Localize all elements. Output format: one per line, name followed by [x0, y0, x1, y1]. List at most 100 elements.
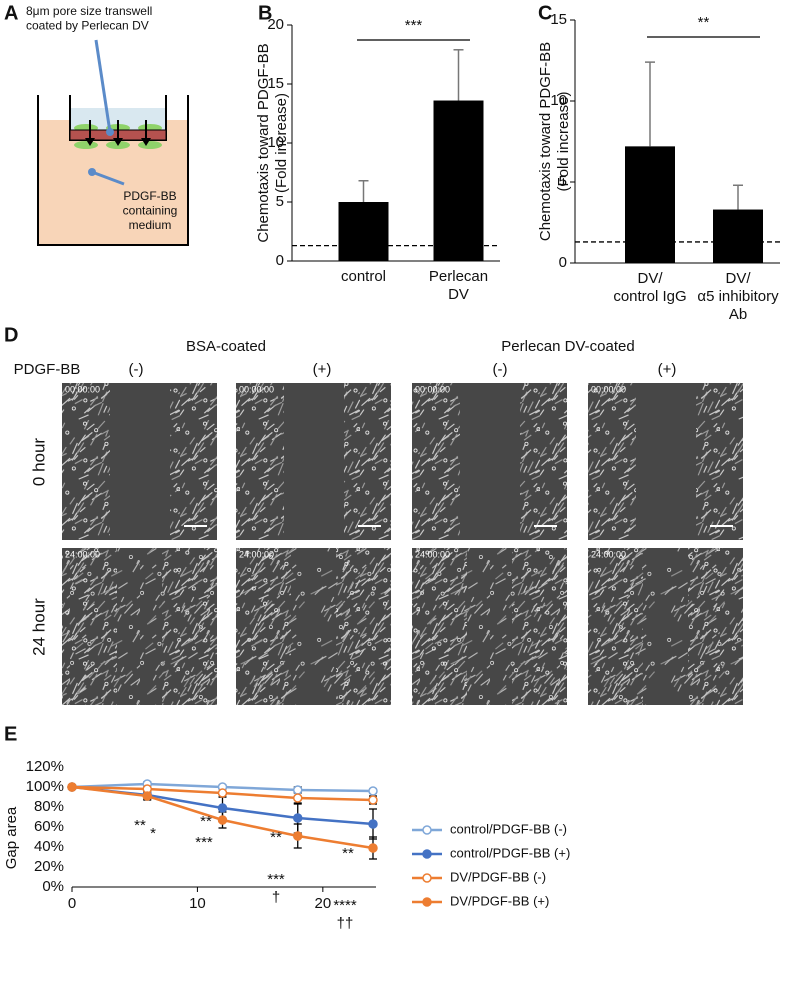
x-tick-label: 20: [314, 895, 331, 912]
cell-layer: [336, 548, 391, 705]
y-tick-label: 60%: [34, 818, 64, 835]
point: [368, 819, 378, 829]
pointer: [91, 170, 125, 186]
treatment-label: PDGF-BB: [14, 361, 81, 378]
y-tick-label: 5: [276, 193, 284, 210]
x-tick-label: DV/α5 inhibitory Ab: [697, 270, 779, 323]
y-tick-label: 100%: [26, 778, 64, 795]
cell-layer: [520, 383, 567, 540]
arrow-heads: [85, 138, 151, 146]
legend-marker: [422, 897, 432, 907]
pointer: [94, 39, 112, 133]
timestamp: 00:00:00: [415, 384, 450, 394]
cell: [138, 141, 162, 149]
y-axis-label: Gap area: [3, 806, 20, 869]
significance: †: [272, 889, 280, 906]
cell-layer: [412, 383, 460, 540]
point: [293, 793, 303, 803]
cell-layer: [588, 383, 636, 540]
y-tick-label: 120%: [26, 758, 64, 775]
timestamp: 00:00:00: [591, 384, 626, 394]
significance: ***: [267, 871, 285, 888]
panel-label: C: [538, 2, 552, 24]
cell-layer: [236, 548, 291, 705]
group-header: Perlecan DV-coated: [501, 338, 634, 355]
significance: **: [200, 813, 212, 830]
legend-label: DV/PDGF-BB (-): [450, 869, 546, 884]
panel-label: D: [4, 324, 18, 346]
x-tick-label: control: [341, 268, 386, 285]
insert-medium: [71, 108, 165, 130]
point: [368, 843, 378, 853]
bar: [338, 202, 389, 261]
transwell-diagram: 8μm pore size transwell coated by Perleca…: [26, 4, 189, 246]
timestamp: 00:00:00: [65, 384, 100, 394]
treatment: (-): [129, 361, 144, 378]
cell-layer: [688, 548, 743, 705]
y-tick-label: 20: [267, 16, 284, 33]
y-tick-label: 0: [559, 254, 567, 271]
timestamp: 24:00:00: [591, 549, 626, 559]
group-header: BSA-coated: [186, 338, 266, 355]
cell-layer: [344, 383, 391, 540]
treatment: (-): [493, 361, 508, 378]
panel-label: A: [4, 2, 18, 24]
legend-marker: [422, 873, 432, 883]
significance: *: [150, 825, 156, 842]
point: [368, 786, 378, 796]
point: [293, 813, 303, 823]
cell: [74, 141, 98, 149]
point: [293, 785, 303, 795]
panel-label: E: [4, 723, 17, 745]
point: [217, 815, 228, 825]
y-tick-label: 5: [559, 173, 567, 190]
y-tick-label: 20%: [34, 858, 64, 875]
diagram-label: PDGF-BB containing medium: [123, 189, 178, 232]
cell-layer: [170, 383, 217, 540]
y-tick-label: 10: [550, 92, 567, 109]
bar: [625, 146, 675, 263]
legend-marker: [422, 825, 432, 835]
y-tick-label: 40%: [34, 838, 64, 855]
significance: **: [698, 14, 710, 31]
x-tick-label: 0: [68, 895, 76, 912]
point: [293, 831, 303, 841]
legend-marker: [422, 849, 432, 859]
pointer-dot: [88, 168, 96, 176]
treatment: (+): [658, 361, 677, 378]
legend-label: DV/PDGF-BB (+): [450, 893, 549, 908]
y-axis-label: Chemotaxis toward PDGF-BB(Fold increase): [537, 42, 572, 241]
point: [67, 782, 77, 792]
cell-layer: [62, 548, 117, 705]
x-tick-label: 10: [189, 895, 206, 912]
y-tick-label: 15: [550, 11, 567, 28]
arrows: [89, 120, 147, 140]
panel-label: B: [258, 2, 272, 24]
point: [217, 788, 228, 798]
legend-label: control/PDGF-BB (-): [450, 821, 567, 836]
y-tick-label: 10: [267, 134, 284, 151]
timestamp: 24:00:00: [65, 549, 100, 559]
cell-layer: [696, 383, 743, 540]
cell-layer: [236, 383, 284, 540]
row-label: 0 hour: [29, 438, 48, 487]
x-tick-label: Perlecan DV: [429, 268, 488, 303]
point: [217, 803, 228, 813]
y-tick-label: 0%: [42, 878, 64, 895]
x-tick-label: DV/control IgG: [613, 270, 686, 305]
timestamp: 24:00:00: [415, 549, 450, 559]
cell-layer: [62, 383, 110, 540]
significance: ***: [405, 17, 423, 34]
y-tick-label: 0: [276, 252, 284, 269]
cell-layer: [588, 548, 643, 705]
cell-layer: [412, 548, 467, 705]
significance: **: [134, 817, 146, 834]
timestamp: 24:00:00: [239, 549, 274, 559]
significance: ****: [333, 897, 357, 914]
well: [37, 95, 189, 246]
legend-label: control/PDGF-BB (+): [450, 845, 570, 860]
y-axis-label: Chemotaxis toward PDGF-BB(Fold increase): [255, 43, 290, 242]
cell-layer: [512, 548, 567, 705]
y-tick-label: 15: [267, 75, 284, 92]
